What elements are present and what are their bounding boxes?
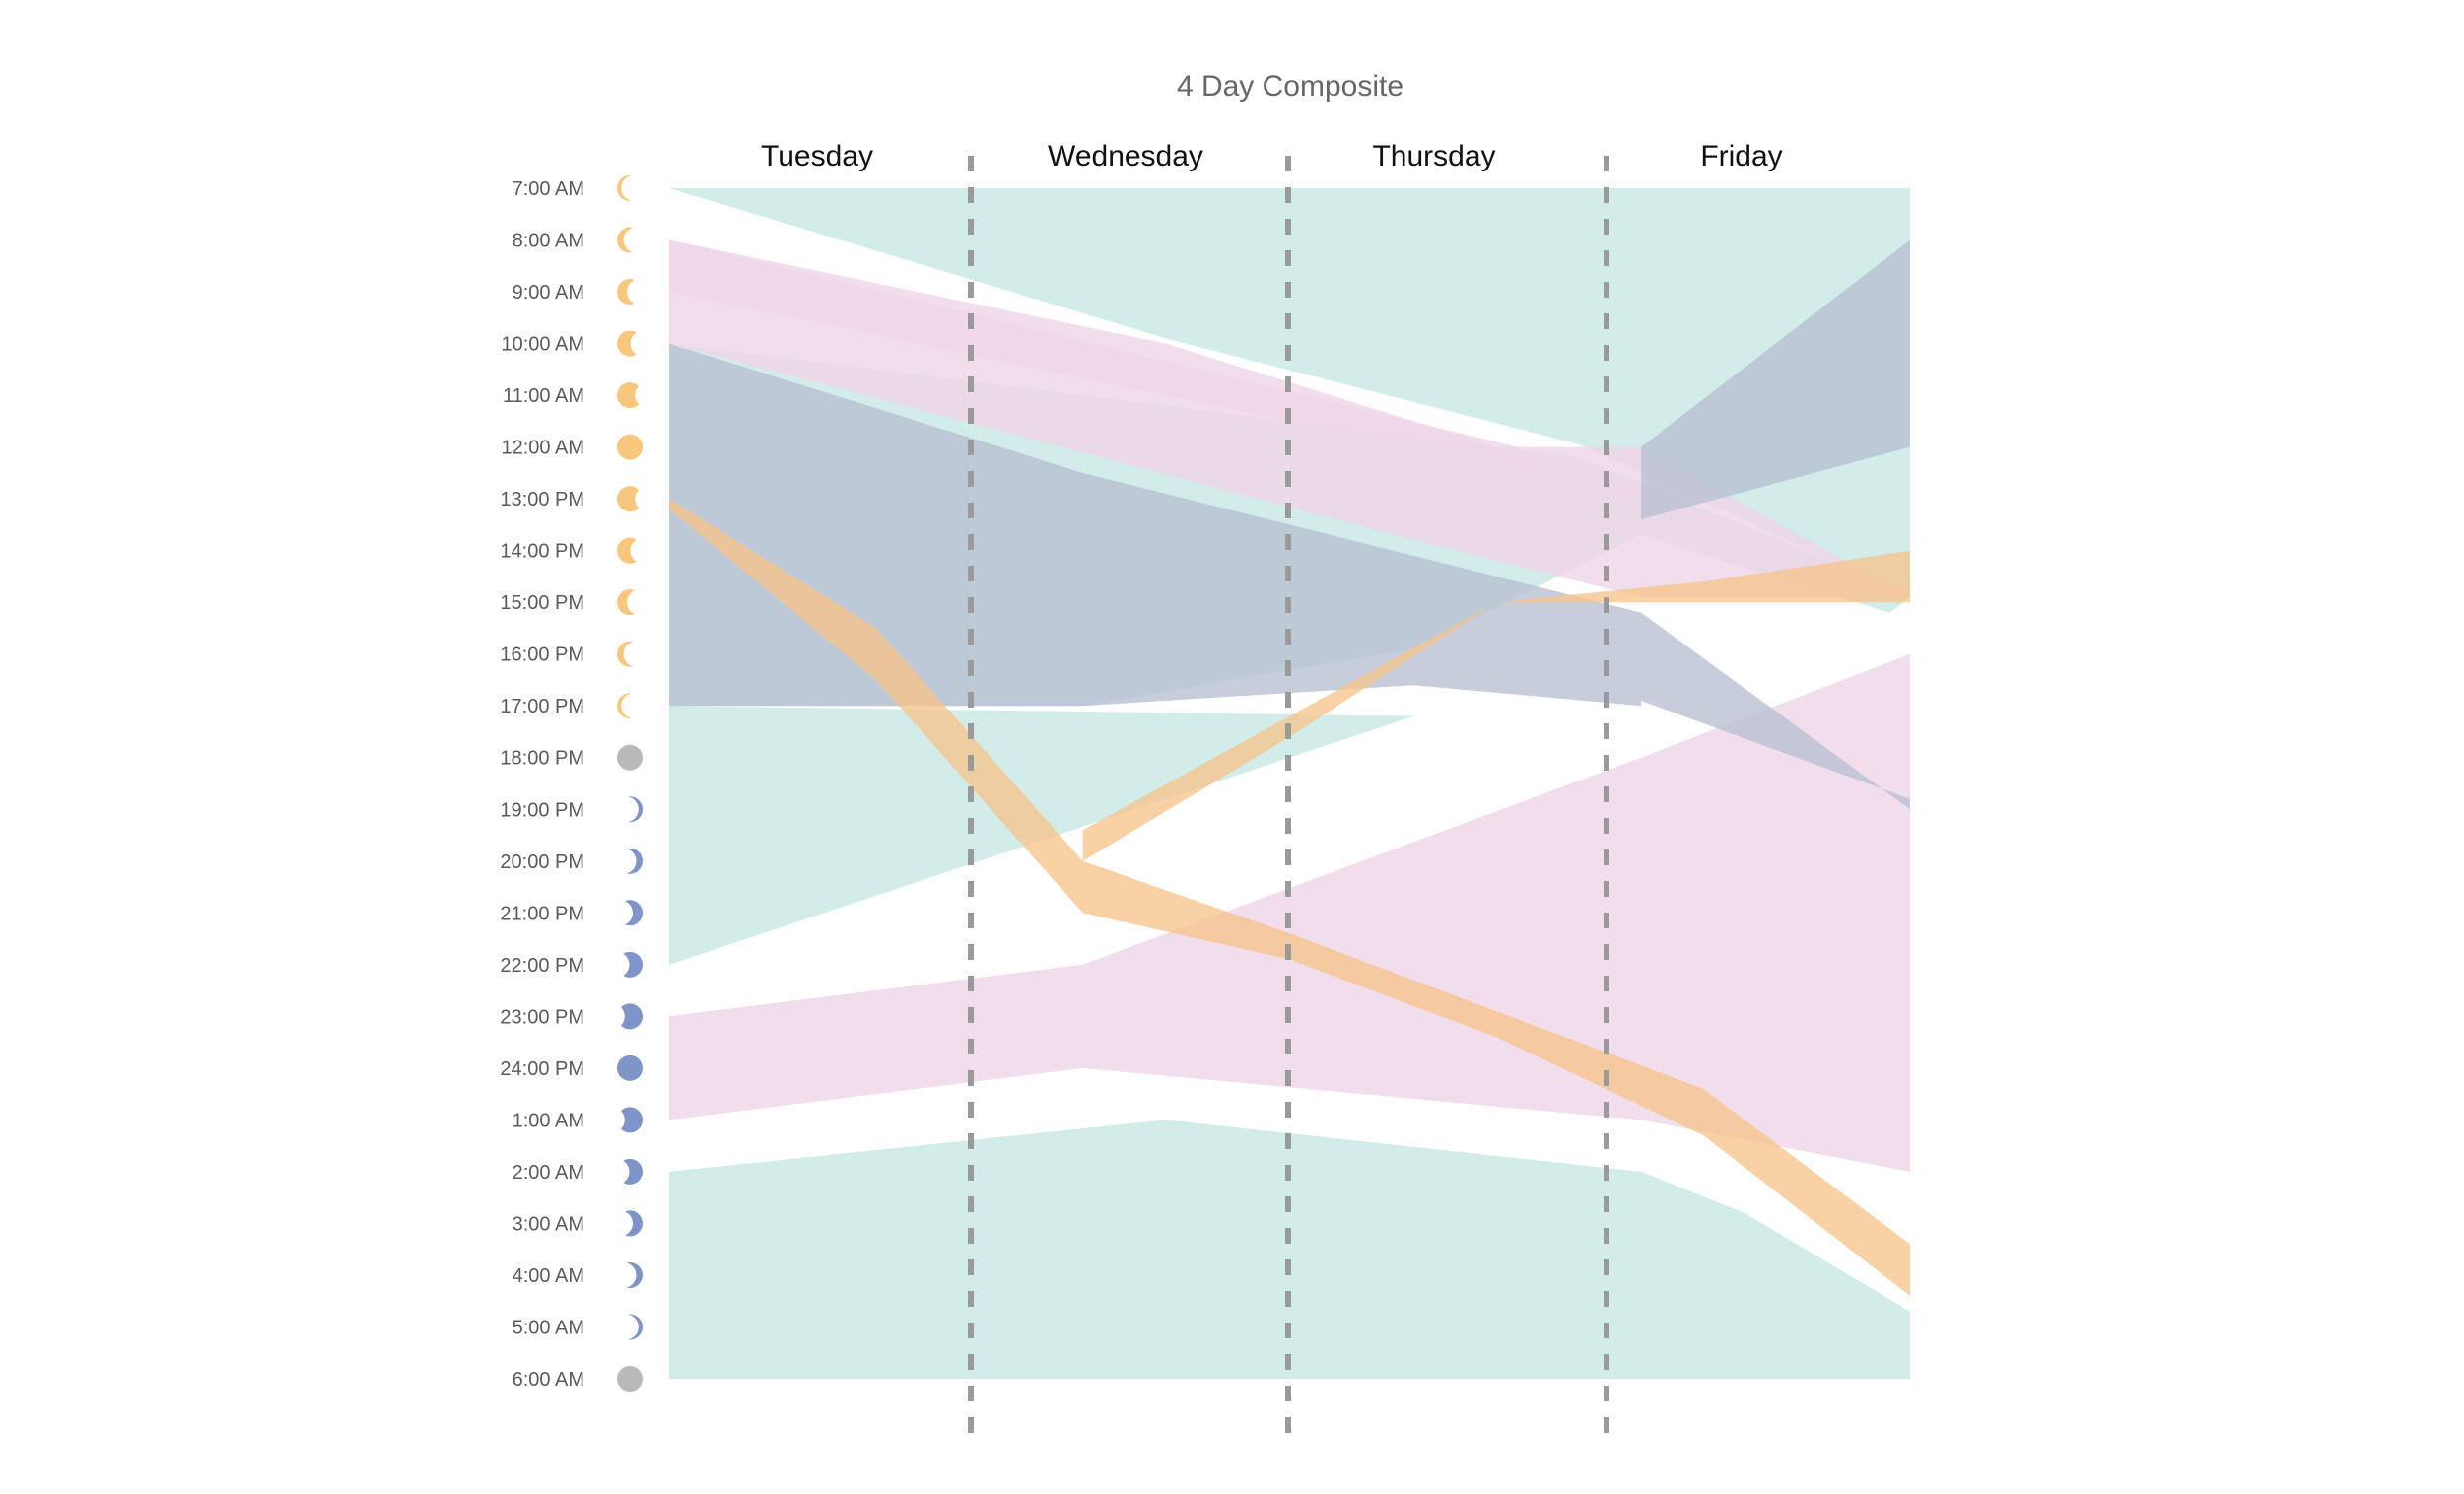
time-label: 21:00 PM — [500, 903, 584, 924]
chart-title: 4 Day Composite — [1177, 70, 1403, 102]
time-label: 13:00 PM — [500, 489, 584, 510]
time-label: 7:00 AM — [513, 178, 584, 200]
day-label-wednesday: Wednesday — [1048, 140, 1203, 172]
day-labels: Tuesday Wednesday Thursday Friday — [761, 140, 1783, 172]
teal-band-top — [669, 188, 1910, 597]
moon-phase-icon — [617, 330, 643, 357]
moon-phase-icon — [617, 175, 643, 201]
time-label: 2:00 AM — [513, 1162, 584, 1184]
moon-phase-icon — [617, 279, 643, 306]
time-label: 5:00 AM — [513, 1317, 584, 1338]
moon-phase-icon — [617, 1054, 643, 1081]
moon-phase-icons — [617, 175, 643, 1392]
moon-phase-icon — [617, 1314, 643, 1340]
moon-phase-icon — [617, 641, 643, 667]
time-label: 23:00 PM — [500, 1006, 584, 1028]
time-label: 17:00 PM — [500, 696, 584, 717]
orange-band-upper — [1082, 550, 1910, 861]
moon-phase-icon — [617, 1210, 643, 1237]
day-label-thursday: Thursday — [1372, 140, 1495, 172]
time-label: 9:00 AM — [513, 282, 584, 304]
time-label: 8:00 AM — [513, 231, 584, 252]
moon-phase-icon — [617, 1261, 643, 1288]
moon-phase-icon — [617, 1158, 643, 1185]
time-label: 10:00 AM — [501, 334, 584, 356]
time-label: 15:00 PM — [500, 592, 584, 614]
moon-phase-icon — [617, 382, 643, 409]
day-label-tuesday: Tuesday — [761, 140, 873, 172]
moon-phase-icon — [617, 537, 643, 564]
time-label: 20:00 PM — [500, 851, 584, 873]
orange-band-lower — [669, 499, 1910, 1297]
time-label: 11:00 AM — [503, 385, 584, 407]
moon-phase-icon — [617, 589, 643, 616]
time-axis: 7:00 AM 8:00 AM 9:00 AM 10:00 AM 11:00 AM 12:… — [500, 178, 584, 1391]
time-label: 3:00 AM — [513, 1213, 584, 1235]
moon-phase-icon — [617, 1107, 643, 1133]
time-label: 6:00 AM — [513, 1369, 584, 1391]
time-label: 18:00 PM — [500, 748, 584, 770]
moon-phase-icon — [617, 744, 643, 771]
moon-phase-icon — [617, 796, 643, 823]
moon-phase-icon — [617, 227, 643, 253]
day-label-friday: Friday — [1700, 140, 1782, 172]
time-label: 16:00 PM — [500, 645, 584, 666]
day-dividers — [968, 156, 1609, 1437]
moon-phase-icon — [617, 1003, 643, 1030]
moon-phase-icon — [617, 951, 643, 978]
time-label: 1:00 AM — [513, 1110, 584, 1131]
time-label: 19:00 PM — [500, 799, 584, 821]
moon-phase-icon — [617, 848, 643, 874]
moon-phase-icon — [617, 900, 643, 926]
teal-band-bottom — [669, 1120, 1910, 1379]
time-label: 24:00 PM — [500, 1058, 584, 1080]
time-label: 4:00 AM — [513, 1265, 584, 1287]
time-label: 12:00 AM — [501, 438, 584, 459]
moon-phase-icon — [617, 486, 643, 512]
time-label: 22:00 PM — [500, 955, 584, 977]
moon-phase-icon — [617, 1366, 643, 1392]
time-label: 14:00 PM — [500, 541, 584, 563]
moon-phase-icon — [617, 693, 643, 719]
slate-band-right — [1641, 239, 1910, 520]
moon-phase-icon — [617, 434, 643, 460]
